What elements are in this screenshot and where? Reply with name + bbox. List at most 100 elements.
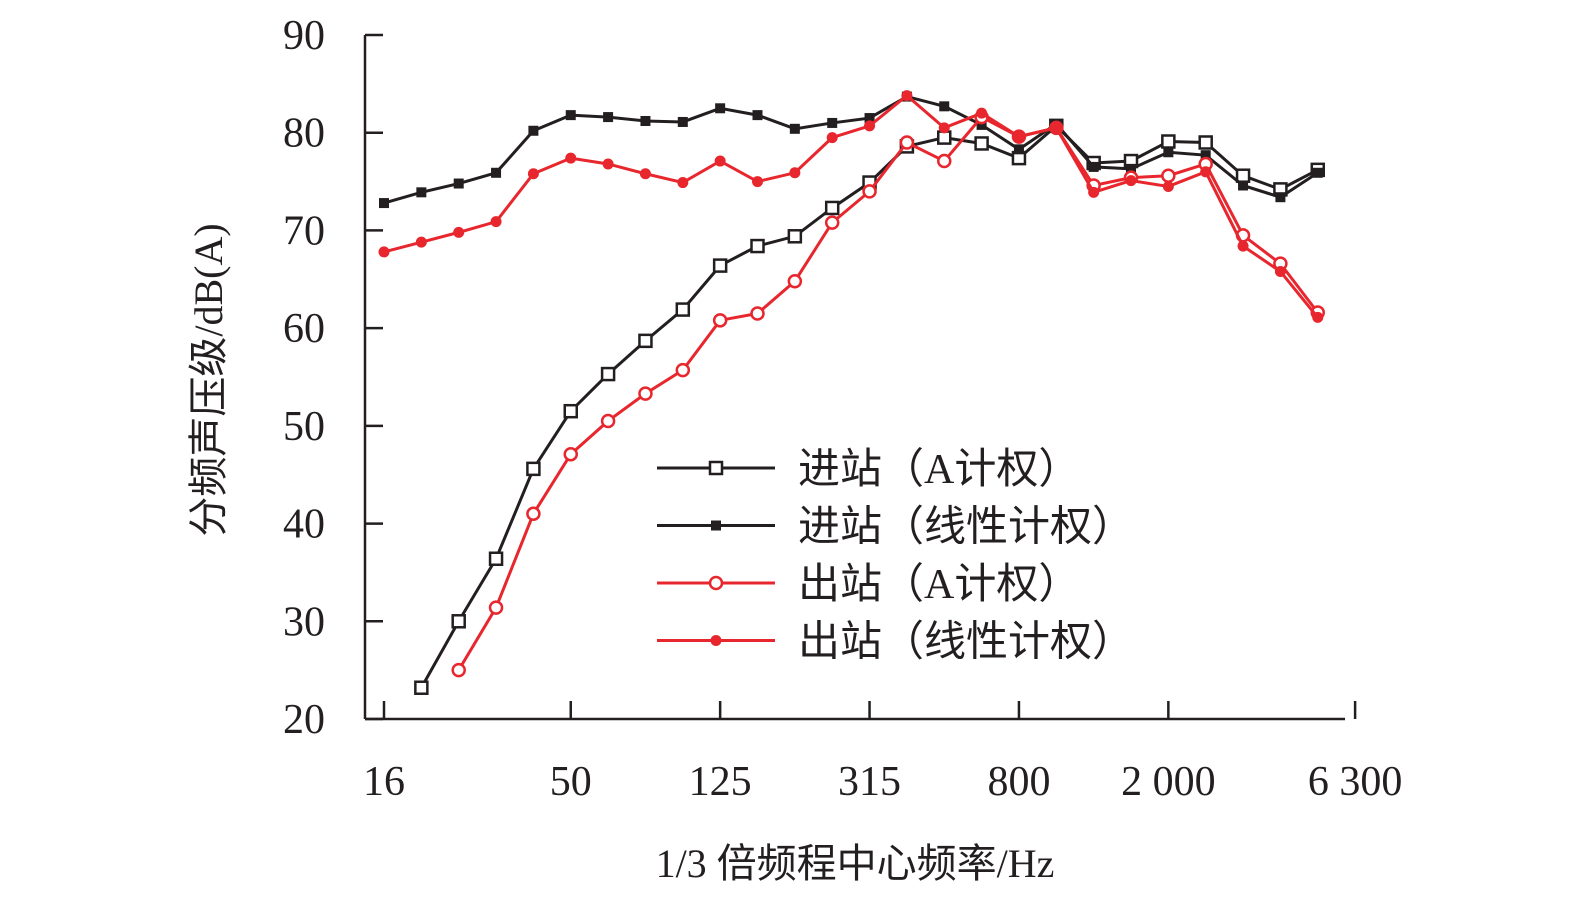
legend-label: 进站（线性计权） xyxy=(798,505,1134,551)
data-point xyxy=(1275,192,1286,203)
legend-marker xyxy=(708,575,724,591)
x-tick-label: 16 xyxy=(363,759,405,805)
data-point xyxy=(899,135,915,150)
data-point xyxy=(563,446,578,462)
x-tick-label: 800 xyxy=(987,759,1050,805)
data-point xyxy=(490,216,502,228)
legend-label: 进站（A计权） xyxy=(798,447,1080,493)
data-point xyxy=(1125,175,1137,187)
data-point xyxy=(639,168,651,180)
data-point xyxy=(750,306,765,321)
series-group xyxy=(378,90,1325,695)
y-tick-label: 50 xyxy=(283,404,325,450)
x-tick-label: 6 300 xyxy=(1308,759,1403,805)
data-point xyxy=(526,461,541,477)
data-point xyxy=(527,168,539,180)
x-tick-label: 315 xyxy=(838,759,901,805)
series-1 xyxy=(379,91,1323,209)
data-point xyxy=(638,386,653,401)
x-tick-label: 2 000 xyxy=(1121,759,1216,805)
legend: 进站（A计权） 进站（线性计权） 出站（A计权） 出站（线性计权） xyxy=(657,447,1134,666)
data-point xyxy=(976,107,988,119)
axes: 20 30 40 50 60 70 80 90 16 50 125 315 800 2 000 6 300 xyxy=(283,13,1402,805)
y-tick-label: 60 xyxy=(283,306,325,352)
data-point xyxy=(1161,134,1176,149)
data-point xyxy=(715,103,726,114)
data-point xyxy=(1088,161,1099,172)
y-tick-label: 20 xyxy=(283,697,325,743)
data-point xyxy=(528,125,539,136)
data-point xyxy=(824,200,840,216)
data-point xyxy=(600,366,616,382)
data-point xyxy=(712,313,728,328)
data-point xyxy=(600,413,616,429)
data-point xyxy=(1312,167,1323,178)
data-point xyxy=(939,101,950,112)
data-point xyxy=(789,167,801,179)
series-line xyxy=(383,93,1319,319)
data-point xyxy=(976,119,987,130)
data-point xyxy=(752,176,763,188)
data-point xyxy=(1163,147,1174,158)
data-point xyxy=(1312,311,1324,323)
data-point xyxy=(378,246,390,258)
data-point xyxy=(451,614,466,629)
data-point xyxy=(714,155,726,167)
legend-item: 进站（A计权） xyxy=(657,447,1080,493)
data-point xyxy=(415,236,427,248)
data-point xyxy=(1013,131,1025,143)
data-point xyxy=(824,215,840,230)
data-point xyxy=(1200,150,1211,161)
data-point xyxy=(1050,122,1062,134)
data-point xyxy=(453,178,464,189)
data-point xyxy=(1161,168,1176,183)
x-axis-label: 1/3 倍频程中心频率/Hz xyxy=(656,841,1055,886)
series-line xyxy=(383,94,1319,205)
data-point xyxy=(565,110,576,121)
data-point xyxy=(675,362,691,378)
data-point xyxy=(1088,186,1100,198)
data-point xyxy=(974,136,989,151)
data-point xyxy=(451,662,466,678)
legend-item: 出站（A计权） xyxy=(657,562,1080,608)
data-point xyxy=(789,123,800,134)
data-point xyxy=(640,115,651,126)
data-point xyxy=(488,551,504,566)
x-tick-label: 50 xyxy=(550,759,592,805)
data-point xyxy=(938,122,950,134)
y-tick-label: 90 xyxy=(283,13,325,59)
legend-marker xyxy=(711,520,721,531)
legend-marker xyxy=(710,635,722,646)
legend-label: 出站（线性计权） xyxy=(798,620,1134,666)
series-2 xyxy=(451,109,1325,678)
data-point xyxy=(675,302,691,317)
data-point xyxy=(638,333,653,349)
data-point xyxy=(488,600,504,615)
data-point xyxy=(491,167,502,178)
data-point xyxy=(864,113,875,124)
data-point xyxy=(787,273,803,289)
series-0 xyxy=(414,118,1325,695)
data-point xyxy=(826,132,838,144)
data-point xyxy=(750,238,765,254)
y-tick-label: 70 xyxy=(283,208,325,254)
data-point xyxy=(937,130,952,145)
data-point xyxy=(1200,166,1212,178)
x-tick-label: 125 xyxy=(689,759,752,805)
data-point xyxy=(416,187,427,198)
data-point xyxy=(1274,265,1286,277)
data-point xyxy=(1235,168,1251,183)
y-tick-label: 80 xyxy=(283,111,325,157)
data-point xyxy=(414,680,429,695)
data-point xyxy=(862,184,877,199)
data-point xyxy=(901,90,913,102)
data-point xyxy=(603,112,614,123)
data-point xyxy=(1126,163,1136,174)
data-point xyxy=(1237,240,1249,252)
data-point xyxy=(526,506,541,522)
data-point xyxy=(453,226,465,238)
y-tick-label: 30 xyxy=(283,599,325,645)
data-point xyxy=(937,153,952,169)
data-point xyxy=(864,120,876,132)
